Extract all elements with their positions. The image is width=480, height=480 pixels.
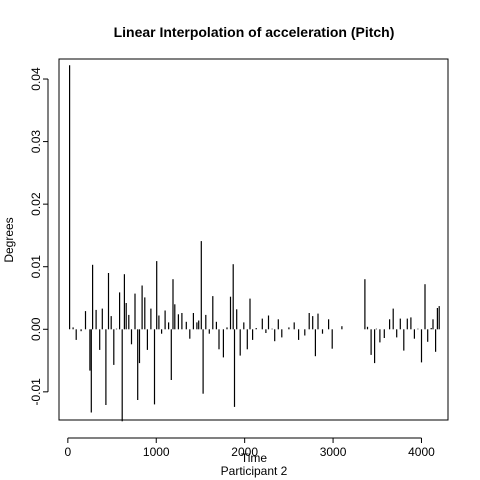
y-tick-label: 0.01 [29,255,43,279]
y-axis: -0.01 0.00 0.01 0.02 0.03 0.04 [29,67,49,406]
x-tick-label: 2000 [231,445,258,459]
x-tick-label: 3000 [320,445,347,459]
x-tick-label: 0 [64,445,71,459]
y-axis-label: Degrees [2,217,16,262]
x-tick-label: 4000 [408,445,435,459]
y-tick-label: 0.04 [29,67,43,91]
y-tick-label: 0.03 [29,130,43,154]
x-axis: 0 1000 2000 3000 4000 [64,437,435,459]
chart-subtitle: Participant 2 [221,464,288,478]
y-tick-label: 0.00 [29,317,43,341]
plot-area [68,65,440,422]
x-axis-label: Time [241,451,268,465]
y-tick-label: -0.01 [29,378,43,406]
x-tick-label: 1000 [143,445,170,459]
plot-frame [58,58,449,421]
chart-title: Linear Interpolation of acceleration (Pi… [114,24,395,40]
y-tick-label: 0.02 [29,192,43,216]
